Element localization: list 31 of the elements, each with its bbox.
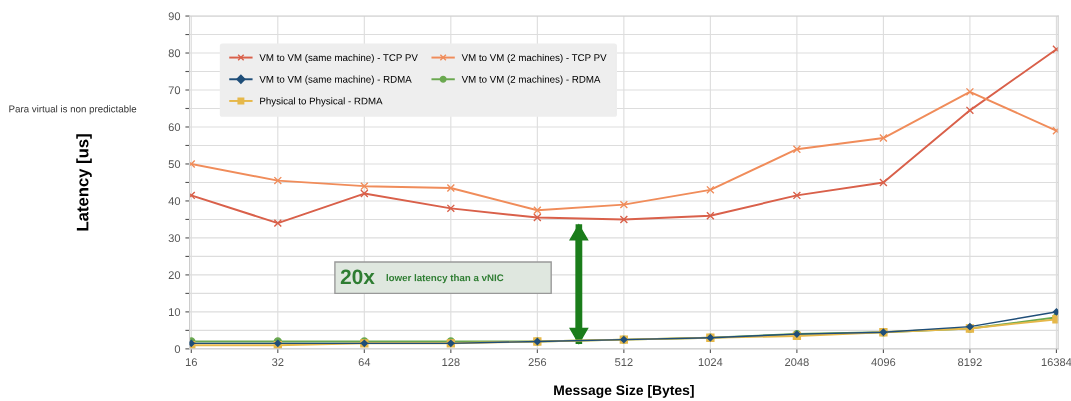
y-tick-label: 40 <box>168 197 181 206</box>
x-tick-label: 2048 <box>785 358 809 367</box>
x-tick-label: 8192 <box>958 358 982 367</box>
y-tick-label: 80 <box>168 49 181 58</box>
y-tick-label: 60 <box>168 123 181 132</box>
annotation: 20x <box>340 269 375 285</box>
y-tick-label: 70 <box>168 86 181 95</box>
legend-label: VM to VM (2 machines) - TCP PV <box>461 53 607 63</box>
x-tick-label: 256 <box>528 358 547 367</box>
y-tick-label: 20 <box>168 271 181 280</box>
x-axis-title: Message Size [Bytes] <box>554 384 694 398</box>
y-axis-title: Latency [us] <box>76 134 92 231</box>
y-tick-label: 50 <box>168 160 181 169</box>
legend-label: VM to VM (same machine) - RDMA <box>259 75 412 85</box>
text: Para virtual is non predictable <box>9 105 137 115</box>
y-tick-label: 30 <box>168 234 181 243</box>
x-tick-label: 128 <box>442 358 460 367</box>
x-tick-label: 4096 <box>871 358 896 367</box>
y-tick-label: 90 <box>168 12 181 21</box>
y-tick-label: 0 <box>174 345 181 354</box>
legend-label: Physical to Physical - RDMA <box>260 97 383 107</box>
x-tick-label: 16 <box>185 358 197 367</box>
y-tick-label: 10 <box>169 308 181 317</box>
x-tick-label: 32 <box>272 358 284 367</box>
legend-label: VM to VM (2 machines) - RDMA <box>461 75 601 85</box>
annotation: lower latency than a vNIC <box>386 274 504 284</box>
x-tick-label: 16384 <box>1041 358 1071 367</box>
x-tick-label: 64 <box>358 358 371 367</box>
legend-label: VM to VM (same machine) - TCP PV <box>259 53 418 63</box>
x-tick-label: 1024 <box>698 358 723 367</box>
x-tick-label: 512 <box>615 358 633 367</box>
